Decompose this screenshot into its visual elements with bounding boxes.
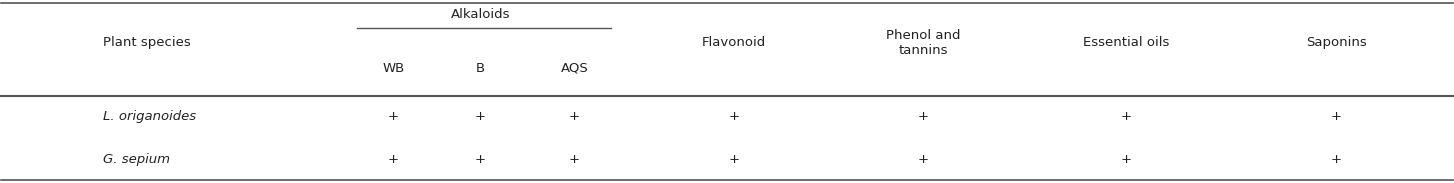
Text: Essential oils: Essential oils <box>1083 36 1169 49</box>
Text: WB: WB <box>382 61 404 74</box>
Text: +: + <box>728 110 740 123</box>
Text: B: B <box>475 61 484 74</box>
Text: +: + <box>475 154 486 167</box>
Text: Alkaloids: Alkaloids <box>451 8 510 20</box>
Text: +: + <box>728 154 740 167</box>
Text: G. sepium: G. sepium <box>103 154 170 167</box>
Text: L. origanoides: L. origanoides <box>103 110 196 123</box>
Text: +: + <box>569 110 580 123</box>
Text: +: + <box>1330 154 1342 167</box>
Text: +: + <box>917 154 929 167</box>
Text: +: + <box>917 110 929 123</box>
Text: Flavonoid: Flavonoid <box>702 36 766 49</box>
Text: +: + <box>1121 154 1131 167</box>
Text: +: + <box>569 154 580 167</box>
Text: +: + <box>388 154 398 167</box>
Text: +: + <box>1121 110 1131 123</box>
Text: +: + <box>1330 110 1342 123</box>
Text: Plant species: Plant species <box>103 36 190 49</box>
Text: AQS: AQS <box>561 61 589 74</box>
Text: Phenol and
tannins: Phenol and tannins <box>885 29 960 57</box>
Text: +: + <box>388 110 398 123</box>
Text: +: + <box>475 110 486 123</box>
Text: Saponins: Saponins <box>1306 36 1367 49</box>
